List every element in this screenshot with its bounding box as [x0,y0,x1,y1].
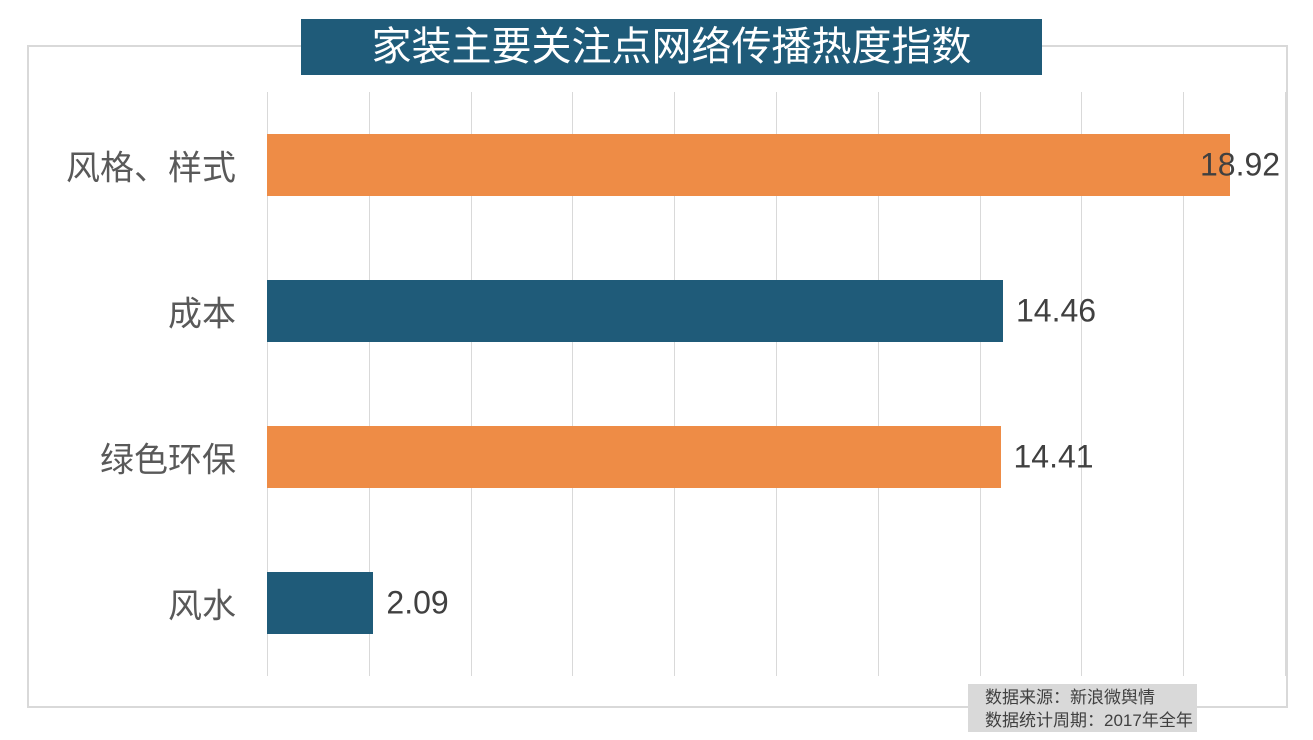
value-label: 14.41 [1013,438,1094,475]
bar-3 [267,426,1001,488]
value-label: 2.09 [386,584,449,621]
gridline [776,92,777,676]
category-label: 风格、样式 [66,149,236,188]
gridline [368,92,370,676]
gridline [674,92,676,676]
bar-2 [267,280,1003,342]
source-note-line1: 数据来源：新浪微舆情 [985,688,1155,707]
gridline [267,92,268,676]
gridline [1183,92,1185,676]
gridline [877,92,879,676]
gridline [572,92,574,676]
value-label: 14.46 [1016,292,1097,329]
source-note-box: 数据来源：新浪微舆情 数据统计周期：2017年全年 [968,684,1197,732]
bar-1 [267,134,1230,196]
gridline [1081,92,1083,676]
category-label: 风水 [168,587,236,626]
gridline [470,92,472,676]
category-label: 绿色环保 [100,441,236,480]
value-label: 18.92 [1200,146,1281,183]
source-note-line2: 数据统计周期：2017年全年 [985,711,1193,730]
chart-title: 家装主要关注点网络传播热度指数 [301,19,1042,75]
gridline [1285,92,1286,676]
gridline [979,92,981,676]
bar-4 [267,572,374,634]
category-label: 成本 [168,295,236,334]
